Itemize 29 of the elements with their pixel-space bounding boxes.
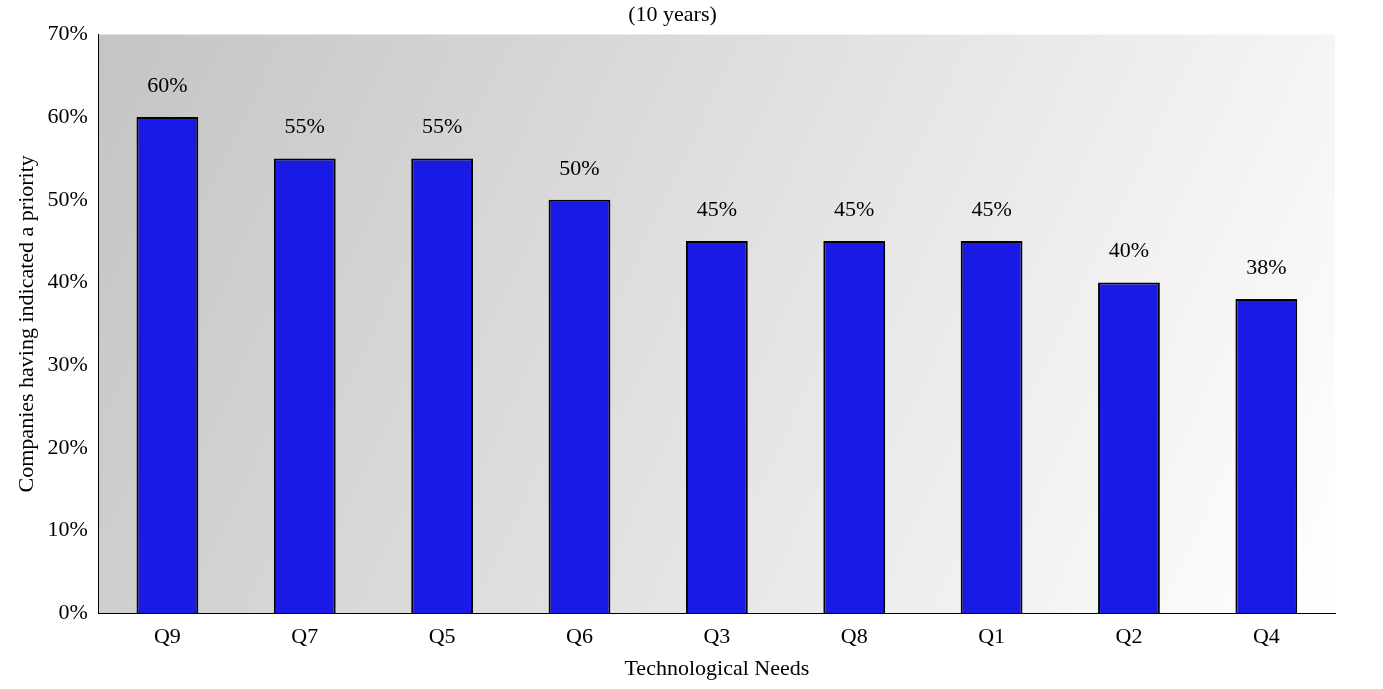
data-label: 45% — [971, 195, 1012, 221]
y-tick-label: 0% — [58, 598, 88, 624]
y-tick-label: 50% — [47, 185, 88, 211]
data-label: 60% — [147, 71, 188, 97]
x-tick-label: Q8 — [840, 623, 868, 649]
x-tick-label: Q3 — [703, 623, 731, 649]
data-label: 55% — [284, 113, 325, 139]
y-tick-label: 20% — [47, 433, 88, 459]
y-tick-label: 10% — [47, 516, 88, 542]
data-label: 45% — [834, 195, 875, 221]
data-label: 45% — [696, 195, 738, 221]
x-tick-label: Q5 — [428, 623, 456, 649]
y-tick-label: 30% — [47, 350, 88, 376]
data-label: 40% — [1108, 237, 1150, 263]
y-tick-label: 70% — [47, 20, 88, 46]
y-tick-label: 60% — [47, 102, 88, 128]
x-tick-label: Q1 — [978, 623, 1006, 649]
data-label: 55% — [421, 113, 463, 139]
x-tick-label: Q6 — [566, 623, 593, 649]
data-label: 50% — [559, 154, 600, 180]
x-axis-title: Technological Needs — [624, 654, 810, 680]
data-label: 38% — [1246, 253, 1287, 279]
x-tick-label: Q9 — [153, 623, 181, 649]
x-tick-label: Q2 — [1115, 623, 1143, 649]
chart-title: (10 years) — [628, 0, 717, 26]
x-tick-label: Q4 — [1252, 623, 1280, 649]
y-axis-title: Companies having indicated a priority — [12, 155, 38, 493]
y-tick-label: 40% — [47, 268, 88, 294]
x-tick-label: Q7 — [291, 623, 319, 649]
